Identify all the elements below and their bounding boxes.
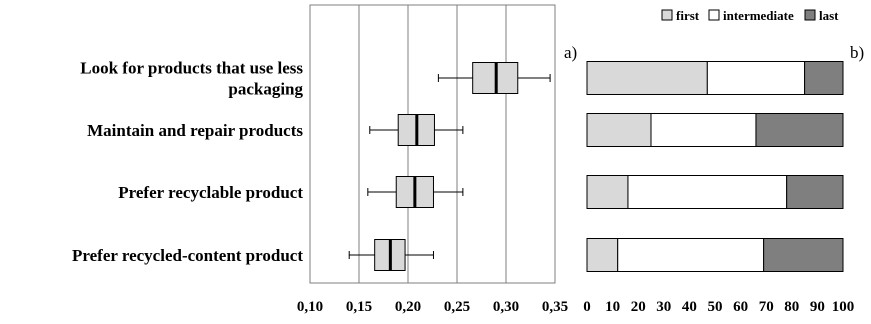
legend-label-intermediate: intermediate bbox=[723, 8, 794, 23]
box-plot-panel: 0,10 0,15 0,20 0,25 0,30 0,35 a) bbox=[297, 4, 577, 315]
bar-segment-intermediate bbox=[650, 113, 757, 147]
bar-segment-first bbox=[586, 175, 629, 209]
bar-segment-last bbox=[763, 238, 844, 272]
legend-label-first: first bbox=[676, 8, 700, 23]
category-label: Prefer recyclable product bbox=[118, 183, 303, 202]
bar-x-tick-label: 50 bbox=[708, 299, 723, 315]
bar-x-tick-label: 40 bbox=[682, 299, 697, 315]
bar-x-tick-label: 70 bbox=[759, 299, 774, 315]
panel-label-b: b) bbox=[850, 43, 864, 62]
box-x-tick-label: 0,15 bbox=[346, 299, 372, 315]
category-label: Look for products that use less bbox=[80, 59, 303, 78]
box-x-tick-label: 0,25 bbox=[444, 299, 470, 315]
panel-label-a: a) bbox=[564, 43, 577, 62]
legend-swatch-last bbox=[804, 9, 816, 21]
bar-x-tick-label: 10 bbox=[605, 299, 620, 315]
bar-segment-last bbox=[786, 175, 844, 209]
category-label: Prefer recycled-content product bbox=[72, 246, 303, 265]
legend-swatch-intermediate bbox=[708, 9, 720, 21]
box-x-tick-label: 0,35 bbox=[542, 299, 568, 315]
bar-x-tick-label: 60 bbox=[733, 299, 748, 315]
bar-segment-last bbox=[755, 113, 844, 147]
box-plot-frame bbox=[309, 4, 556, 284]
stacked-bar-panel: 0 10 20 30 40 50 60 70 80 90 100 b) bbox=[583, 43, 864, 315]
bar-segment-intermediate bbox=[617, 238, 765, 272]
category-labels: Look for products that use less packaging… bbox=[72, 59, 304, 266]
bar-x-tick-label: 100 bbox=[832, 299, 855, 315]
legend-label-last: last bbox=[819, 8, 839, 23]
bar-segment-intermediate bbox=[627, 175, 788, 209]
bar-segment-first bbox=[586, 113, 652, 147]
bar-segment-last bbox=[804, 61, 844, 95]
box-x-tick-label: 0,20 bbox=[395, 299, 421, 315]
bar-x-tick-label: 30 bbox=[656, 299, 671, 315]
legend-swatch-first bbox=[661, 9, 673, 21]
bar-x-tick-label: 0 bbox=[583, 299, 591, 315]
box-x-tick-label: 0,10 bbox=[297, 299, 323, 315]
box-x-tick-label: 0,30 bbox=[493, 299, 519, 315]
legend: first intermediate last bbox=[661, 8, 839, 23]
bar-x-tick-label: 90 bbox=[810, 299, 825, 315]
bar-x-tick-label: 80 bbox=[784, 299, 799, 315]
bar-segment-first bbox=[586, 238, 619, 272]
bar-segment-first bbox=[586, 61, 708, 95]
category-label: packaging bbox=[228, 80, 303, 99]
bar-segment-intermediate bbox=[706, 61, 806, 95]
category-label: Maintain and repair products bbox=[87, 121, 303, 140]
bar-x-tick-label: 20 bbox=[631, 299, 646, 315]
